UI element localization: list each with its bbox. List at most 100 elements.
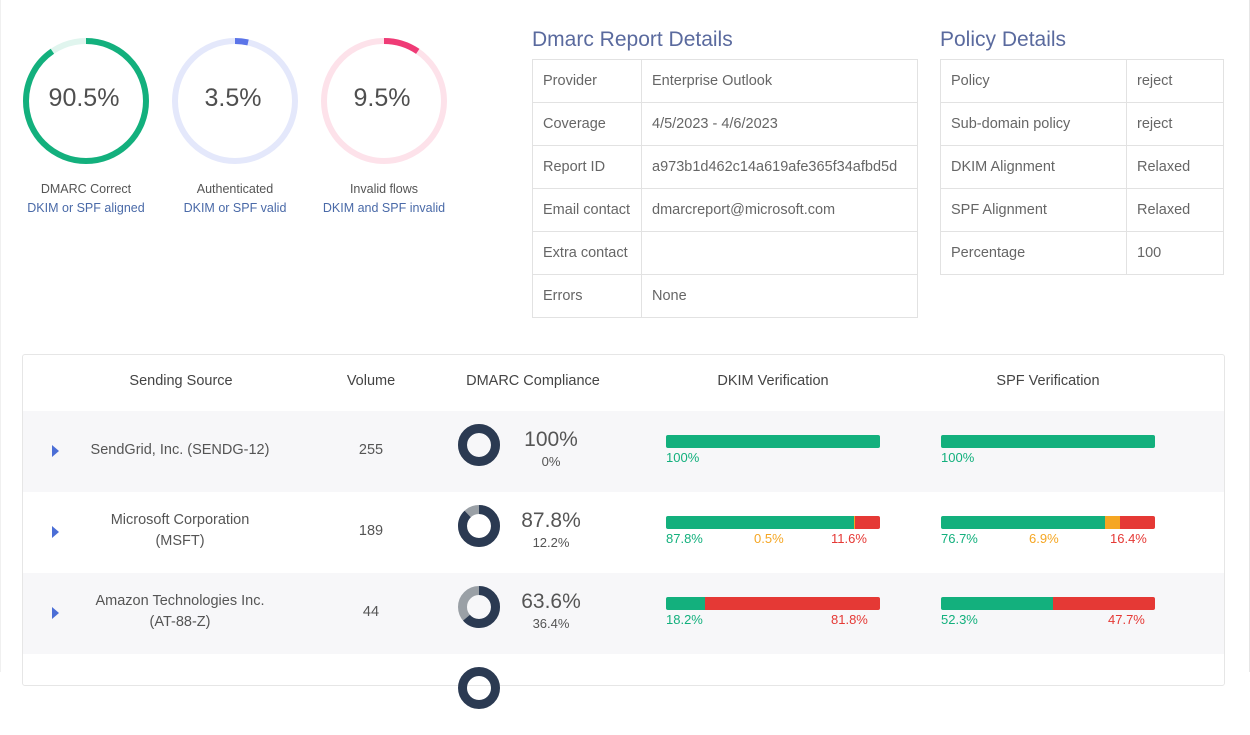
table-row[interactable]: Amazon Technologies Inc. (AT-88-Z) 44 63… [23,573,1224,654]
bar-pass [941,435,1155,448]
report-details-table: Provider Enterprise Outlook Coverage 4/5/2… [532,59,918,318]
policy-label: SPF Alignment [940,188,1127,232]
noncompliance-percent: 12.2% [532,535,570,550]
table-row: DKIM Alignment Relaxed [940,145,1224,189]
table-header: Sending Source Volume DMARC Compliance D… [23,355,1224,411]
detail-label: Email contact [532,188,642,232]
source-name: Microsoft Corporation (MSFT) [75,510,285,552]
source-name-line2: (MSFT) [155,533,205,549]
table-row: Percentage 100 [940,231,1224,275]
noncompliance-percent: 36.4% [532,616,570,631]
source-name-line1: Amazon Technologies Inc. [95,593,265,609]
table-row: Email contact dmarcreport@microsoft.com [532,188,918,232]
table-row[interactable] [23,654,1224,735]
sending-sources-table: Sending Source Volume DMARC Compliance D… [22,354,1225,709]
compliance-donut [458,424,500,466]
gauge-dmarc-correct: 90.5% DMARC Correct DKIM or SPF aligned [19,36,153,218]
spf-fail-label: 16.4% [1110,531,1147,546]
spf-pass-label: 76.7% [941,531,978,546]
dkim-pass-label: 18.2% [666,612,703,627]
policy-details-title: Policy Details [940,28,1067,51]
volume-value: 44 [362,604,380,620]
policy-value: Relaxed [1126,145,1224,189]
table-row: Report ID a973b1d462c14a619afe365f34afbd5… [532,145,918,189]
compliance-donut [458,586,500,628]
bar-pass [666,516,855,529]
detail-value: None [641,274,918,318]
header-dmarc-compliance[interactable]: DMARC Compliance [466,373,600,389]
header-spf-verification[interactable]: SPF Verification [996,373,1100,389]
gauge-authenticated: 3.5% Authenticated DKIM or SPF valid [168,36,302,218]
gauge-label: Invalid flows [349,182,419,196]
gauge-ring [321,38,447,164]
bar-pass [941,516,1106,529]
spf-fail-label: 47.7% [1108,612,1145,627]
table-row: Errors None [532,274,918,318]
policy-details-table: Policy reject Sub-domain policy reject DKI… [940,59,1224,275]
compliance-percent: 63.6% [521,590,581,613]
detail-label: Report ID [532,145,642,189]
table-row[interactable]: Microsoft Corporation (MSFT) 189 87.8% 1… [23,492,1224,573]
expand-caret-icon[interactable] [52,445,59,457]
dkim-partial-label: 0.5% [754,531,784,546]
gauge-sublabel: DKIM or SPF aligned [27,201,145,215]
table-row: SPF Alignment Relaxed [940,188,1224,232]
spf-bar [941,597,1155,610]
bar-fail [704,597,880,610]
detail-value: 4/5/2023 - 4/6/2023 [641,102,918,146]
table-row[interactable]: SendGrid, Inc. (SENDG-12) 255 100% 0% 10… [23,411,1224,492]
volume-value: 189 [358,523,384,539]
source-name-line1: Microsoft Corporation [110,512,250,528]
expand-caret-icon[interactable] [52,607,59,619]
table-row: Sub-domain policy reject [940,102,1224,146]
left-border [0,0,1,672]
dkim-fail-label: 81.8% [831,612,868,627]
policy-label: Sub-domain policy [940,102,1127,146]
policy-value: 100 [1126,231,1224,275]
spf-partial-label: 6.9% [1029,531,1059,546]
gauge-value: 90.5% [48,84,120,112]
gauge-value: 9.5% [353,84,411,112]
detail-value: a973b1d462c14a619afe365f34afbd5d [641,145,918,189]
policy-label: Percentage [940,231,1127,275]
dkim-pass-label: 87.8% [666,531,703,546]
detail-value [641,231,918,275]
bar-pass [666,435,880,448]
source-name: SendGrid, Inc. (SENDG-12) [90,442,270,458]
table-row: Coverage 4/5/2023 - 4/6/2023 [532,102,918,146]
dkim-bar [666,435,880,448]
gauge-ring [172,38,298,164]
dkim-bar [666,516,880,529]
gauge-sublabel: DKIM or SPF valid [183,201,287,215]
spf-bar [941,516,1155,529]
source-name-line2: (AT-88-Z) [149,614,211,630]
detail-label: Extra contact [532,231,642,275]
bar-partial [854,516,856,529]
header-dkim-verification[interactable]: DKIM Verification [717,373,829,389]
gauge-label: DMARC Correct [40,182,132,196]
policy-label: DKIM Alignment [940,145,1127,189]
detail-value[interactable]: dmarcreport@microsoft.com [641,188,918,232]
bar-fail [1119,516,1155,529]
gauge-label: Authenticated [196,182,274,196]
policy-value: Relaxed [1126,188,1224,232]
dkim-fail-label: 11.6% [831,531,867,546]
header-sending-source[interactable]: Sending Source [129,373,233,389]
gauge-sublabel: DKIM and SPF invalid [322,201,446,215]
report-details-title: Dmarc Report Details [532,28,733,51]
policy-value: reject [1126,102,1224,146]
dkim-pass-label: 100% [666,450,700,465]
bar-pass [941,597,1053,610]
table-row: Policy reject [940,59,1224,103]
header-volume[interactable]: Volume [346,373,396,389]
dkim-bar [666,597,880,610]
bar-fail [855,516,880,529]
expand-caret-icon[interactable] [52,526,59,538]
spf-bar [941,435,1155,448]
bar-partial [1105,516,1120,529]
detail-label: Provider [532,59,642,103]
compliance-donut [458,505,500,547]
bar-pass [666,597,705,610]
compliance-values: 87.8% 12.2% [515,508,587,552]
gauge-ring [23,38,149,164]
